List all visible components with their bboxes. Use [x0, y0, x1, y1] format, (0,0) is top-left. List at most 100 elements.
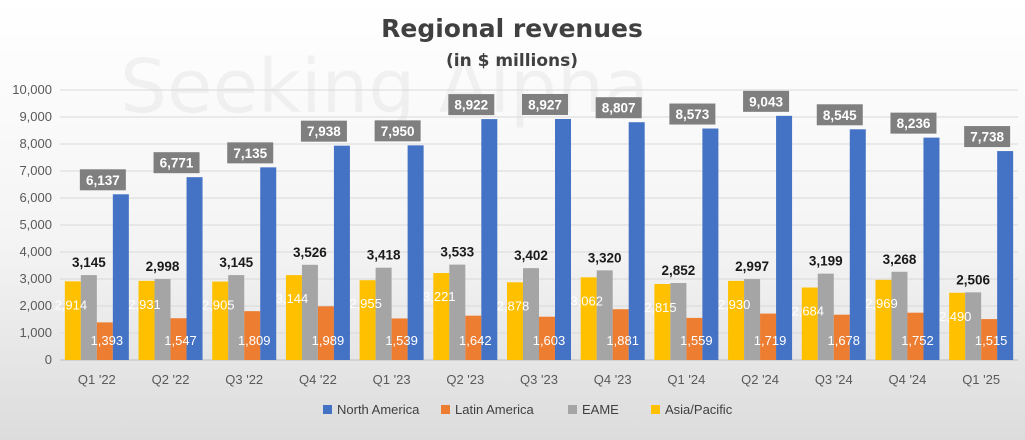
- legend-label: North America: [337, 402, 420, 417]
- data-label-box: [227, 142, 274, 164]
- y-tick-label: 3,000: [19, 271, 52, 286]
- data-label-north-america: 8,922: [454, 98, 488, 113]
- x-tick-label: Q3 '22: [225, 372, 263, 387]
- y-tick-label: 2,000: [19, 298, 52, 313]
- bar-eame: [523, 268, 539, 360]
- y-tick-label: 10,000: [12, 82, 52, 97]
- bar-latin-america: [317, 306, 334, 360]
- bar-asia-pacific: [654, 283, 671, 360]
- y-tick-label: 7,000: [19, 163, 52, 178]
- data-label-latin-america: 1,752: [901, 333, 934, 348]
- bar-north-america: [186, 177, 203, 360]
- bar-eame: [891, 271, 908, 360]
- data-label-eame: 3,199: [809, 254, 843, 269]
- data-label-box: [300, 120, 347, 142]
- bar-north-america: [776, 115, 793, 361]
- data-label-asia-pacific: 2,914: [55, 297, 88, 312]
- data-label-asia-pacific: 3,062: [570, 293, 603, 308]
- bar-asia-pacific: [433, 273, 450, 360]
- data-labels: 2,914 2,931 2,905 3,144 2,955 3,221 2,878 3,062…: [55, 90, 1011, 348]
- watermark: Seeking Alpha: [120, 44, 649, 130]
- x-tick-label: Q2 '23: [446, 372, 484, 387]
- bar-asia-pacific: [801, 287, 818, 360]
- x-axis: Q1 '22 Q2 '22 Q3 '22 Q4 '22 Q1 '23 Q2 '23 Q3 '…: [78, 372, 1000, 387]
- bar-eame: [375, 267, 392, 360]
- bar-north-america: [702, 128, 719, 360]
- y-tick-label: 4,000: [19, 244, 52, 259]
- bar-latin-america: [539, 316, 555, 360]
- data-label-box: [374, 120, 421, 142]
- data-label-box: [595, 97, 642, 119]
- legend-swatch: [323, 405, 332, 414]
- y-tick-label: 1,000: [19, 325, 52, 340]
- data-label-north-america: 6,137: [86, 173, 120, 188]
- data-label-box: [448, 94, 495, 116]
- data-label-asia-pacific: 2,815: [644, 300, 677, 315]
- bar-asia-pacific: [138, 280, 155, 360]
- data-label-north-america: 6,771: [160, 156, 194, 171]
- bar-asia-pacific: [875, 279, 892, 360]
- bar-latin-america: [686, 317, 703, 360]
- data-label-latin-america: 1,678: [827, 333, 860, 348]
- y-tick-label: 0: [45, 352, 52, 367]
- x-tick-label: Q1 '24: [667, 372, 705, 387]
- data-label-box: [153, 152, 200, 174]
- x-tick-label: Q4 '22: [299, 372, 337, 387]
- data-label-eame: 2,997: [735, 259, 769, 274]
- bar-asia-pacific: [285, 275, 302, 360]
- bar-latin-america: [391, 318, 408, 360]
- data-label-latin-america: 1,642: [459, 333, 492, 348]
- data-label-eame: 2,852: [661, 263, 695, 278]
- data-label-asia-pacific: 3,221: [423, 289, 456, 304]
- data-label-north-america: 8,573: [675, 107, 709, 122]
- bar-north-america: [555, 118, 571, 360]
- y-tick-label: 6,000: [19, 190, 52, 205]
- data-label-eame: 3,268: [883, 252, 917, 267]
- y-tick-label: 5,000: [19, 217, 52, 232]
- data-label-box: [79, 169, 126, 191]
- data-label-asia-pacific: 2,905: [202, 298, 235, 313]
- legend-swatch: [651, 405, 660, 414]
- x-tick-label: Q4 '24: [889, 372, 927, 387]
- data-label-eame: 3,145: [219, 255, 253, 270]
- data-label-asia-pacific: 2,955: [349, 296, 382, 311]
- legend-swatch: [441, 405, 450, 414]
- bar-eame: [301, 264, 318, 360]
- data-label-latin-america: 1,539: [385, 333, 418, 348]
- bar-north-america: [407, 145, 424, 360]
- bar-eame: [744, 279, 761, 360]
- x-tick-label: Q1 '25: [962, 372, 1000, 387]
- x-tick-label: Q3 '24: [815, 372, 853, 387]
- data-label-eame: 3,418: [367, 248, 401, 263]
- bar-asia-pacific: [212, 281, 229, 360]
- data-label-latin-america: 1,547: [164, 333, 197, 348]
- data-label-box: [669, 103, 716, 125]
- bar-north-america: [333, 145, 350, 360]
- data-label-north-america: 7,950: [381, 124, 415, 139]
- data-label-latin-america: 1,809: [238, 333, 271, 348]
- data-label-latin-america: 1,515: [975, 333, 1008, 348]
- bar-north-america: [849, 129, 866, 360]
- bar-eame: [965, 292, 982, 360]
- data-label-box: [816, 104, 863, 126]
- bar-latin-america: [833, 314, 850, 360]
- data-label-asia-pacific: 2,684: [791, 304, 824, 319]
- data-label-north-america: 8,927: [528, 97, 562, 112]
- x-tick-label: Q2 '22: [152, 372, 190, 387]
- data-label-box: [890, 112, 937, 134]
- data-label-eame: 2,506: [956, 272, 990, 287]
- y-axis: 0 1,000 2,000 3,000 4,000 5,000 6,000 7,000 8,00…: [12, 82, 52, 367]
- bar-latin-america: [244, 311, 261, 360]
- data-label-north-america: 7,738: [970, 130, 1004, 145]
- chart-title: Regional revenues: [381, 14, 643, 43]
- data-label-north-america: 9,043: [749, 94, 783, 109]
- x-tick-label: Q1 '22: [78, 372, 116, 387]
- bars: [64, 115, 1014, 361]
- bar-eame: [596, 270, 613, 360]
- bar-north-america: [628, 122, 645, 360]
- data-label-latin-america: 1,393: [91, 333, 124, 348]
- bar-eame: [449, 264, 466, 360]
- x-tick-label: Q4 '23: [594, 372, 632, 387]
